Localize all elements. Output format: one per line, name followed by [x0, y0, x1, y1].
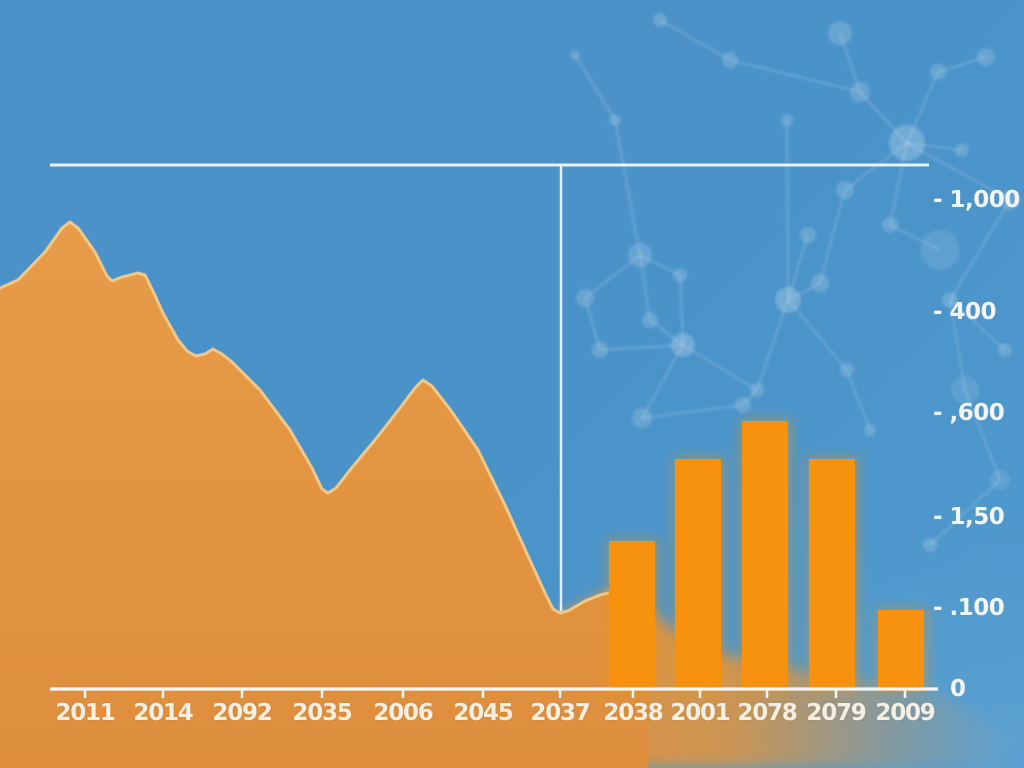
x-axis-label: 2045: [453, 700, 513, 726]
x-axis-label: 2001: [670, 700, 730, 726]
x-axis-label: 2078: [737, 700, 797, 726]
bar-chart: [607, 419, 928, 691]
bar-2001: [675, 459, 721, 691]
area-fill: [0, 222, 648, 768]
y-axis-label: - 1,000: [933, 187, 1020, 213]
molecule-network-pattern: [570, 13, 1020, 552]
x-axis-label: 2079: [806, 700, 866, 726]
bar-2079: [809, 459, 855, 691]
area-chart: [0, 220, 650, 768]
y-axis-label: - .100: [933, 595, 1005, 621]
x-axis-label: 2011: [55, 700, 115, 726]
x-axis-label: 2014: [133, 700, 193, 726]
y-axis-label: - 1,50: [933, 504, 1005, 530]
bar-2038: [609, 541, 655, 691]
x-axis-label: 2006: [373, 700, 433, 726]
x-axis-label: 2035: [292, 700, 352, 726]
x-axis-label: 2037: [530, 700, 590, 726]
y-axis-label: - ,600: [933, 400, 1005, 426]
x-axis-label: 2092: [212, 700, 272, 726]
x-axis-label: 2038: [603, 700, 663, 726]
axis-frame: [50, 163, 938, 698]
y-axis-label: - 400: [933, 299, 997, 325]
x-axis-label: 2009: [875, 700, 935, 726]
bar-2009: [878, 610, 924, 691]
area-edge: [0, 220, 650, 615]
bar-2078: [742, 421, 788, 691]
y-axis-label: 0: [950, 676, 966, 702]
